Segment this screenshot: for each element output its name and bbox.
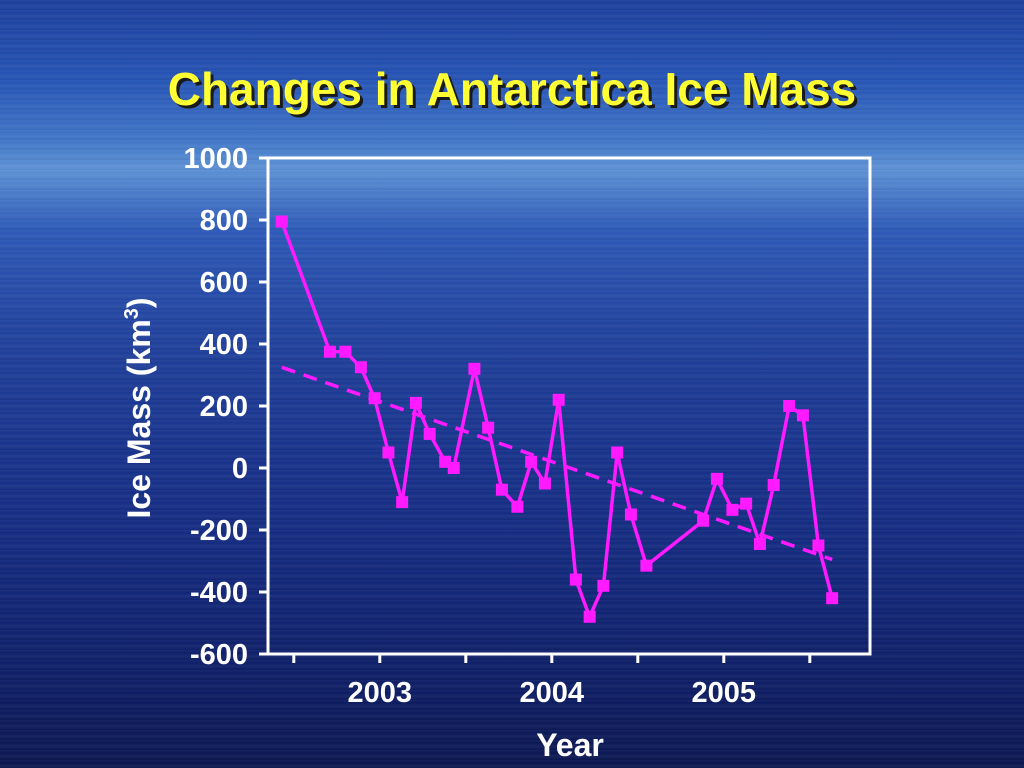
data-point-marker	[423, 427, 436, 440]
y-tick-label: 600	[200, 267, 248, 299]
data-point-marker	[396, 496, 409, 509]
data-point-marker	[783, 400, 796, 412]
data-point-marker	[468, 362, 481, 375]
data-point-marker	[552, 393, 565, 406]
data-point-marker	[796, 409, 809, 422]
y-tick-label: -400	[190, 577, 248, 609]
data-point-marker	[740, 497, 753, 510]
y-axis-title-main: Ice Mass (km	[121, 319, 157, 518]
data-point-marker	[495, 483, 508, 496]
data-point-marker	[710, 472, 723, 485]
data-point-marker	[767, 479, 780, 492]
x-tick-label: 2005	[692, 677, 757, 709]
y-axis-title: Ice Mass (km3)	[121, 298, 157, 519]
trend-line	[281, 365, 833, 562]
data-point-marker	[697, 514, 710, 527]
slide-title: Changes in Antarctica Ice Mass	[167, 63, 857, 115]
data-point-marker	[275, 215, 288, 228]
data-point-marker	[447, 462, 460, 474]
data-point-marker	[525, 455, 538, 468]
data-point-marker	[597, 579, 610, 592]
data-point-marker	[611, 446, 624, 459]
data-point-marker	[624, 508, 637, 521]
data-point-marker	[753, 537, 766, 550]
data-point-marker	[409, 396, 422, 409]
y-tick-label: 0	[232, 453, 248, 485]
y-tick-label: 800	[200, 205, 248, 237]
data-point-marker	[569, 573, 582, 586]
y-tick-label: 400	[200, 329, 248, 361]
data-point-marker	[640, 559, 653, 572]
data-point-marker	[826, 592, 839, 605]
plot-frame	[266, 156, 872, 656]
x-tick-label: 2003	[348, 677, 413, 709]
ice-mass-line	[280, 220, 834, 619]
y-tick-label: 1000	[183, 143, 248, 175]
data-point-marker	[482, 421, 495, 434]
x-tick-label: 2004	[520, 677, 585, 709]
data-point-marker	[382, 446, 395, 459]
y-tick-label: -200	[190, 515, 248, 547]
data-point-marker	[511, 500, 524, 513]
y-tick-label: -600	[190, 639, 248, 671]
data-point-marker	[538, 477, 551, 490]
data-point-marker	[812, 539, 825, 552]
y-tick-label: 200	[200, 391, 248, 423]
data-point-marker	[583, 610, 596, 623]
y-axis-title-close: )	[121, 298, 157, 309]
ice-mass-markers	[275, 215, 839, 623]
y-axis-title-superscript: 3	[121, 308, 143, 319]
data-point-marker	[726, 503, 739, 516]
data-point-marker	[323, 345, 336, 358]
x-axis-title: Year	[536, 727, 604, 763]
data-point-marker	[354, 361, 367, 374]
data-point-marker	[339, 345, 352, 358]
